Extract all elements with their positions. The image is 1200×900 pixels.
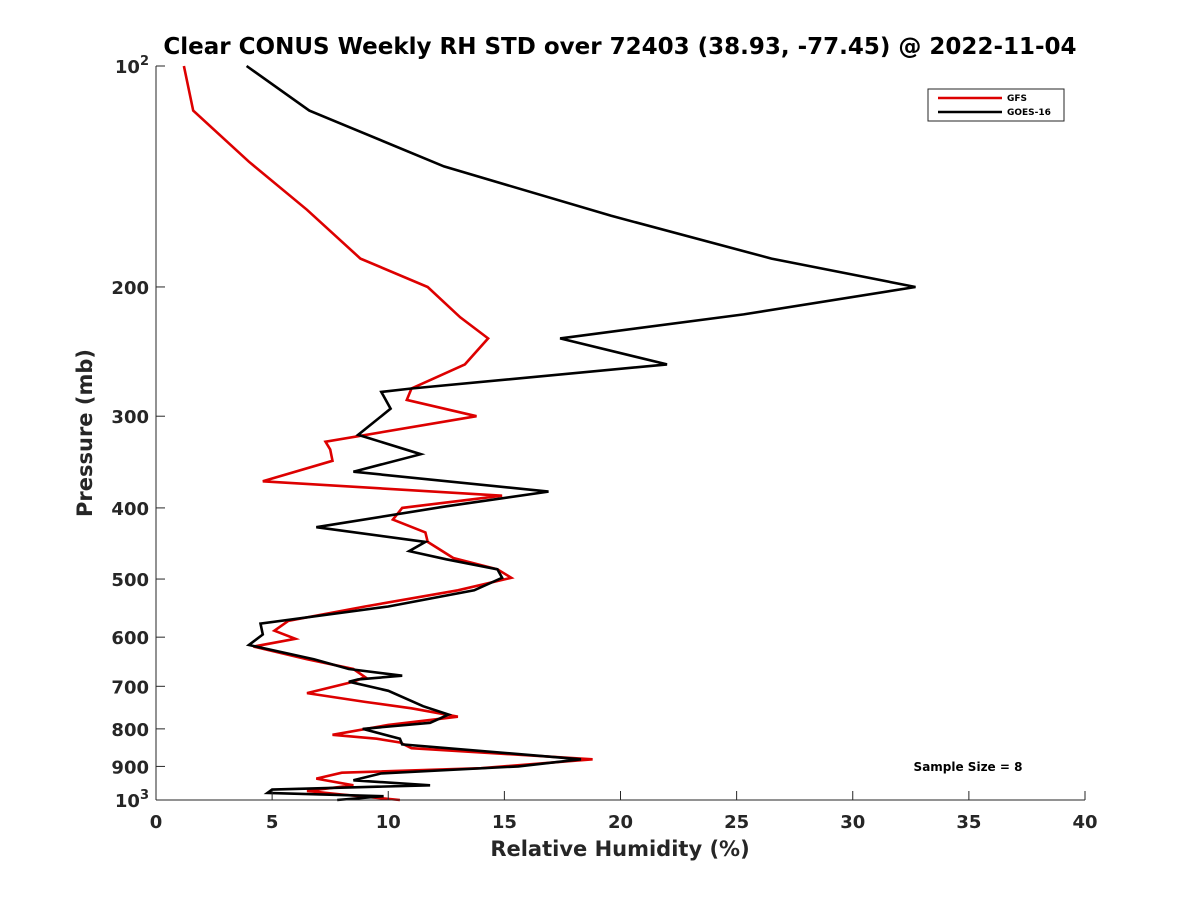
y-tick-label: 800 <box>111 720 149 741</box>
x-tick-label: 25 <box>724 812 749 833</box>
x-axis-label: Relative Humidity (%) <box>490 837 749 861</box>
chart-title: Clear CONUS Weekly RH STD over 72403 (38… <box>163 34 1076 60</box>
y-tick-label: 600 <box>111 628 149 649</box>
y-tick-label: 500 <box>111 570 149 591</box>
y-tick-exponent: 2 <box>140 54 149 69</box>
x-tick-label: 10 <box>376 812 401 833</box>
y-tick-base: 10 <box>115 57 140 78</box>
x-tick-label: 0 <box>150 812 163 833</box>
x-tick-label: 5 <box>266 812 279 833</box>
series-layer <box>182 64 916 802</box>
series-line-gfs <box>182 65 593 802</box>
y-tick-label: 103 <box>115 788 149 812</box>
x-tick-label: 35 <box>956 812 981 833</box>
legend: GFS GOES-16 <box>927 88 1065 122</box>
y-tick-label: 700 <box>111 677 149 698</box>
y-axis-label: Pressure (mb) <box>73 349 97 517</box>
x-tick-label: 20 <box>608 812 633 833</box>
y-tick-label: 400 <box>111 499 149 520</box>
legend-label: GFS <box>1007 94 1027 104</box>
y-tick-exponent: 3 <box>140 788 149 803</box>
sample-size-annotation: Sample Size = 8 <box>914 760 1023 774</box>
y-tick-label: 300 <box>111 407 149 428</box>
x-axis-ticks: 0 5 10 15 20 25 30 35 40 <box>150 791 1098 833</box>
x-tick-label: 40 <box>1072 812 1097 833</box>
x-tick-label: 15 <box>492 812 517 833</box>
y-tick-label: 200 <box>111 278 149 299</box>
series-line-goes-16 <box>245 64 916 802</box>
y-tick-label: 900 <box>111 757 149 778</box>
legend-box <box>927 88 1065 122</box>
y-tick-base: 10 <box>115 791 140 812</box>
x-tick-label: 30 <box>840 812 865 833</box>
plot-area <box>156 66 1085 800</box>
y-tick-label: 102 <box>115 54 149 78</box>
legend-label: GOES-16 <box>1007 108 1051 118</box>
